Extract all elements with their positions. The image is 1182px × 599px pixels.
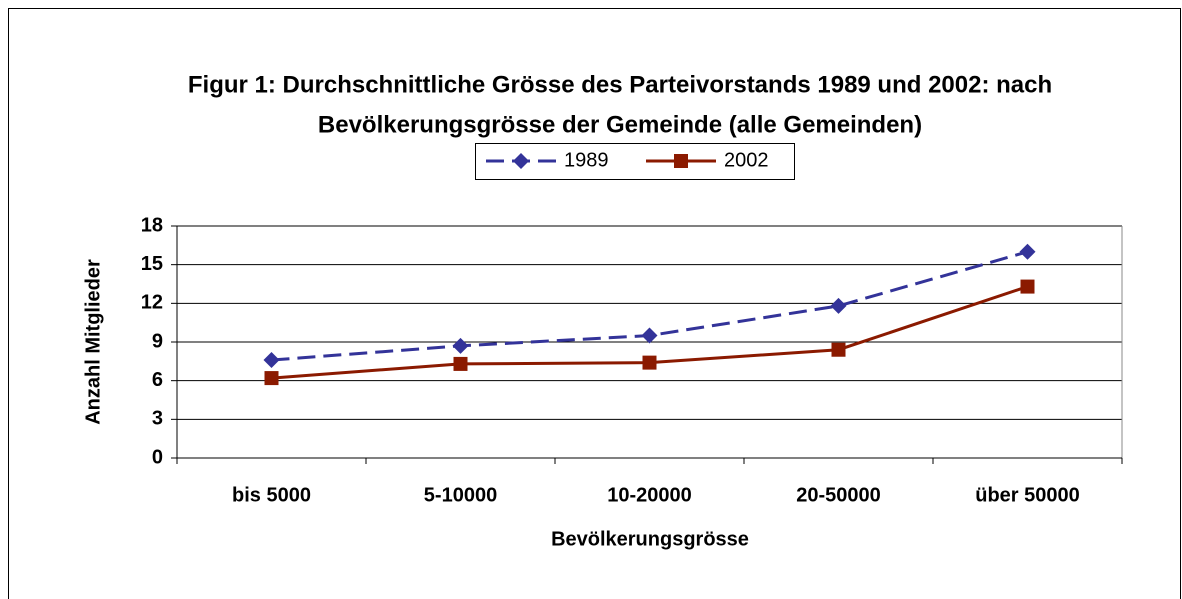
data-point bbox=[452, 337, 469, 354]
x-tick-label: bis 5000 bbox=[232, 484, 311, 506]
legend-marker bbox=[513, 153, 529, 169]
y-tick-label: 9 bbox=[152, 330, 163, 352]
y-tick-label: 6 bbox=[152, 369, 163, 391]
x-tick-label: 20-50000 bbox=[796, 484, 881, 506]
x-tick-label: über 50000 bbox=[975, 484, 1080, 506]
data-point bbox=[1019, 243, 1036, 260]
legend-label: 2002 bbox=[724, 149, 769, 171]
data-point bbox=[1020, 279, 1035, 294]
y-tick-label: 12 bbox=[141, 292, 163, 314]
y-tick-label: 15 bbox=[141, 253, 163, 275]
chart-title: Bevölkerungsgrösse der Gemeinde (alle Ge… bbox=[318, 111, 922, 138]
data-point bbox=[831, 342, 846, 357]
legend-label: 1989 bbox=[564, 149, 609, 171]
data-point bbox=[264, 371, 279, 386]
x-axis-label: Bevölkerungsgrösse bbox=[551, 528, 749, 550]
data-point bbox=[263, 352, 280, 369]
x-tick-label: 10-20000 bbox=[607, 484, 692, 506]
y-tick-label: 18 bbox=[141, 214, 163, 236]
data-point bbox=[642, 355, 657, 370]
data-point bbox=[641, 327, 658, 344]
legend-marker bbox=[674, 154, 688, 168]
x-tick-label: 5-10000 bbox=[424, 484, 497, 506]
data-point bbox=[830, 297, 847, 314]
chart-title: Figur 1: Durchschnittliche Grösse des Pa… bbox=[188, 71, 1052, 98]
y-tick-label: 3 bbox=[152, 408, 163, 430]
y-tick-label: 0 bbox=[152, 446, 163, 468]
data-point bbox=[453, 356, 468, 371]
y-axis-label: Anzahl Mitglieder bbox=[82, 259, 104, 425]
